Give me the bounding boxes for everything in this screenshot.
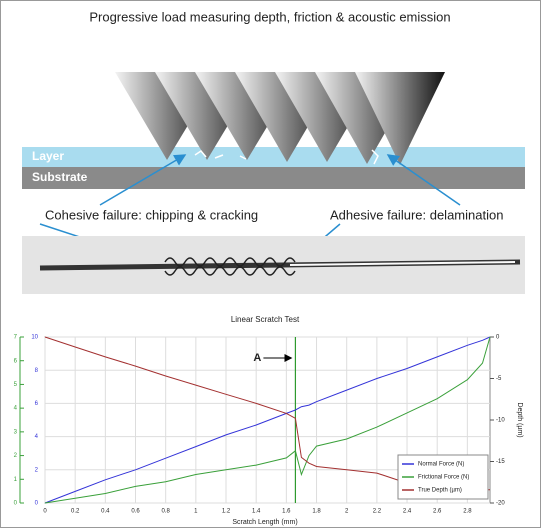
layer [22,147,525,167]
substrate [22,167,525,189]
callout: Cohesive failure: chipping & cracking [45,207,258,222]
legend-label: True Depth (µm) [418,488,462,494]
x-tick-label: 1.6 [282,509,291,515]
x-tick-label: 0.8 [162,509,171,515]
substrate-label: Substrate [32,170,88,184]
x-tick-label: 2.6 [433,509,442,515]
x-tick-label: 1.8 [312,509,321,515]
layer-label: Layer [32,149,64,163]
y2-tick-label: -20 [496,501,505,507]
y2-tick-label: -15 [496,459,505,465]
diagram-title: Progressive load measuring depth, fricti… [89,9,450,24]
micrograph [22,236,525,294]
x-tick-label: 0.6 [131,509,140,515]
x-tick-label: 2.2 [373,509,382,515]
x-tick-label: 0.2 [71,509,80,515]
y2-axis-label: Depth (µm) [516,402,523,437]
x-tick-label: 1.2 [222,509,231,515]
x-tick-label: 0.4 [101,509,110,515]
legend-label: Normal Force (N) [418,462,464,468]
x-tick-label: 2.4 [403,509,412,515]
figure: Progressive load measuring depth, fricti… [0,0,541,528]
legend-label: Frictional Force (N) [418,475,469,481]
y2-tick-label: -5 [496,376,502,382]
x-axis-label: Scratch Length (mm) [232,519,297,526]
chart-title: Linear Scratch Test [231,315,300,324]
annotation-label: A [253,352,261,364]
y2-tick-label: -10 [496,418,505,424]
y-tick-label: 10 [31,335,38,341]
callout: Adhesive failure: delamination [330,207,503,222]
x-tick-label: 2.8 [463,509,472,515]
x-tick-label: 1.4 [252,509,261,515]
